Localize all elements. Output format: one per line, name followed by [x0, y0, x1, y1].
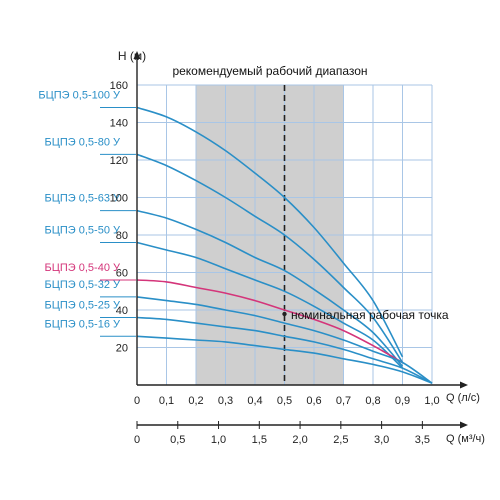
y-tick-label: 100 — [110, 193, 128, 205]
y-tick-label: 140 — [110, 118, 128, 130]
x2-tick-label: 2,0 — [292, 434, 307, 446]
x-tick-label: 0,9 — [395, 395, 410, 407]
recommended-range-label: рекомендуемый рабочий диапазон — [172, 64, 367, 78]
x-axis-arrow — [460, 381, 468, 389]
y-axis-arrow — [133, 51, 141, 59]
x-tick-label: 0,3 — [218, 395, 233, 407]
series-label-6: БЦПЭ 0,5-25 У — [45, 300, 121, 312]
x-tick-label: 0,4 — [247, 395, 262, 407]
x2-tick-label: 1,0 — [211, 434, 226, 446]
x-tick-label: 0 — [134, 395, 140, 407]
y-tick-label: 80 — [116, 230, 128, 242]
x2-tick-label: 3,0 — [374, 434, 389, 446]
series-label-7: БЦПЭ 0,5-16 У — [45, 318, 121, 330]
x2-tick-label: 0,5 — [170, 434, 185, 446]
series-line-1 — [136, 153, 404, 363]
x-tick-label: 0,6 — [306, 395, 321, 407]
series-line-5 — [136, 296, 433, 384]
curves-layer — [136, 106, 433, 384]
y-tick-label: 40 — [116, 305, 128, 317]
series-line-4 — [136, 279, 403, 364]
x-tick-label: 0,1 — [159, 395, 174, 407]
series-label-4: БЦПЭ 0,5-40 У — [45, 262, 121, 274]
series-label-0: БЦПЭ 0,5-100 У — [38, 90, 121, 102]
y-tick-label: 160 — [110, 80, 128, 92]
y-tick-label: 120 — [110, 155, 128, 167]
x2-tick-label: 0 — [134, 434, 140, 446]
labels-layer: БЦПЭ 0,5-100 У БЦПЭ 0,5-80 У БЦПЭ 0,5-63 У… — [38, 80, 439, 446]
nominal-point-marker — [282, 311, 287, 317]
x-tick-label: 1,0 — [424, 395, 439, 407]
series-label-2: БЦПЭ 0,5-63 У — [45, 193, 121, 205]
x-tick-label: 0,8 — [365, 395, 380, 407]
series-label-5: БЦПЭ 0,5-32 У — [45, 279, 121, 291]
x-axis-label: Q (л/с) — [446, 392, 480, 404]
axes-layer — [133, 51, 468, 429]
series-label-1: БЦПЭ 0,5-80 У — [45, 136, 121, 148]
y-tick-label: 60 — [116, 268, 128, 280]
series-line-7 — [136, 335, 433, 384]
x2-axis-arrow — [460, 421, 468, 429]
x2-axis-label: Q (м³/ч) — [446, 433, 485, 445]
series-line-0 — [136, 106, 404, 358]
x2-tick-label: 2,5 — [333, 434, 348, 446]
series-line-2 — [136, 209, 404, 367]
x2-tick-label: 1,5 — [252, 434, 267, 446]
series-label-3: БЦПЭ 0,5-50 У — [45, 225, 121, 237]
x2-tick-label: 3,5 — [415, 434, 430, 446]
y-tick-label: 20 — [116, 343, 128, 355]
x-tick-label: 0,7 — [336, 395, 351, 407]
nominal-point-label: номинальная рабочая точка — [291, 308, 449, 322]
y-axis-label: H (м) — [118, 49, 146, 63]
series-line-6 — [136, 316, 433, 384]
x-tick-label: 0,2 — [188, 395, 203, 407]
x-tick-label: 0,5 — [277, 395, 292, 407]
series-line-3 — [136, 241, 404, 369]
